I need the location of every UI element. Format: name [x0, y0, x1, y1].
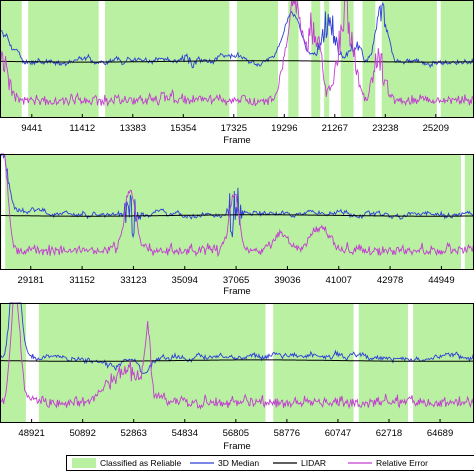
- x-tick-label: 17325: [221, 123, 247, 134]
- legend-label: Relative Error: [376, 458, 428, 468]
- x-tick-label: 44949: [428, 275, 454, 286]
- legend-label: 3D Median: [218, 458, 259, 468]
- series-lidar: [0, 60, 474, 63]
- unreliable-gap: [329, 0, 341, 118]
- x-tick-label: 50892: [69, 428, 95, 439]
- unreliable-gap: [98, 0, 106, 118]
- x-tick-label: 15354: [170, 123, 196, 134]
- unreliable-gap: [436, 0, 441, 118]
- x-tick-label: 11412: [69, 123, 95, 134]
- legend: Classified as Reliable 3D Median LIDAR Rela…: [66, 455, 474, 471]
- x-axis-title: Frame: [223, 441, 250, 452]
- unreliable-gap: [375, 0, 382, 118]
- unreliable-gap: [229, 0, 237, 118]
- series-error: [0, 0, 474, 107]
- x-tick-label: 54834: [172, 428, 198, 439]
- x-tick-label: 29181: [18, 275, 44, 286]
- x-tick-label: 48921: [18, 428, 44, 439]
- x-tick-label: 9441: [21, 123, 42, 134]
- unreliable-gap: [460, 154, 465, 270]
- x-tick-label: 60747: [325, 428, 351, 439]
- unreliable-gap: [407, 303, 414, 423]
- x-tick-label: 37065: [223, 275, 249, 286]
- x-tick-label: 23238: [372, 123, 398, 134]
- legend-box: [66, 455, 474, 471]
- x-tick-label: 39036: [274, 275, 300, 286]
- series-median: [0, 302, 474, 375]
- x-tick-label: 62718: [376, 428, 402, 439]
- panel-1: 9441 11412 13383 15354 17325 19296 21267 23238 2…: [0, 0, 474, 146]
- series-error: [0, 302, 474, 410]
- x-tick-label: 35094: [172, 275, 198, 286]
- x-tick-label: 58776: [274, 428, 300, 439]
- x-axis-title: Frame: [223, 135, 250, 146]
- unreliable-gap: [353, 303, 359, 423]
- unreliable-gap: [298, 0, 312, 118]
- legend-label: LIDAR: [301, 458, 326, 468]
- series-lidar: [0, 359, 474, 362]
- panel-3: 48921 50892 52863 54834 56805 58776 60747 62718…: [0, 302, 474, 452]
- unreliable-gap: [21, 0, 29, 118]
- x-tick-label: 42978: [377, 275, 403, 286]
- unreliable-gap: [265, 303, 274, 423]
- series-lidar: [0, 214, 474, 217]
- x-tick-label: 56805: [223, 428, 249, 439]
- x-tick-label: 21267: [322, 123, 348, 134]
- x-tick-label: 33123: [120, 275, 146, 286]
- x-tick-label: 13383: [120, 123, 146, 134]
- series-error: [0, 153, 474, 258]
- x-tick-label: 19296: [271, 123, 297, 134]
- unreliable-gap: [1, 154, 6, 270]
- x-tick-label: 31152: [69, 275, 95, 286]
- x-tick-label: 64689: [427, 428, 453, 439]
- x-tick-label: 52863: [121, 428, 147, 439]
- legend-label: Classified as Reliable: [100, 458, 182, 468]
- x-tick-label: 25209: [423, 123, 449, 134]
- legend-swatch-reliable: [72, 458, 96, 468]
- x-tick-label: 41007: [326, 275, 352, 286]
- x-axis-title: Frame: [223, 286, 250, 297]
- unreliable-gap: [25, 303, 39, 423]
- unreliable-gap: [353, 0, 363, 118]
- panel-2: 29181 31152 33123 35094 37065 39036 41007 42978…: [0, 153, 474, 297]
